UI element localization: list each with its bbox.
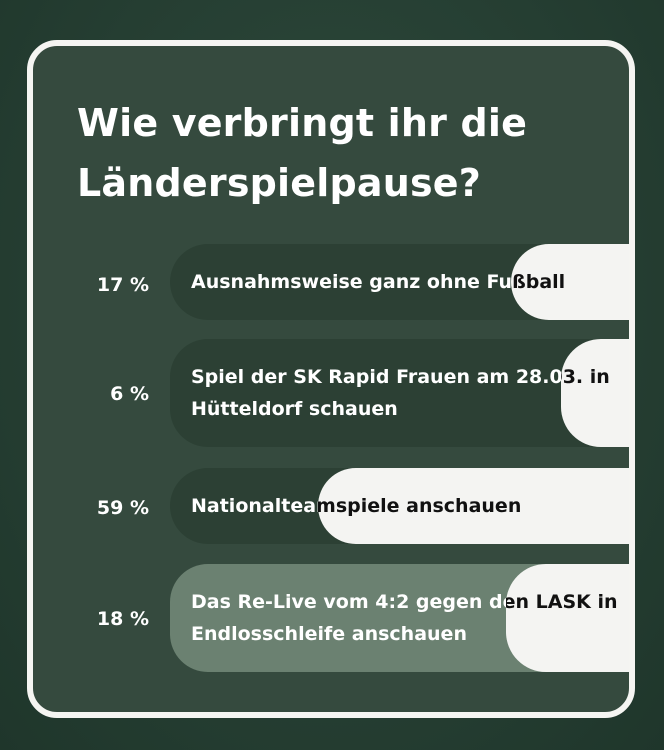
poll-option-percent: 17 %	[96, 274, 149, 296]
poll-option-label-overlay: Das Re-Live vom 4:2 gegen den LASK in En…	[191, 591, 618, 645]
poll-option-bar[interactable]: Nationalteamspiele anschauen Nationaltea…	[170, 468, 629, 544]
poll-question: Wie verbringt ihr die Länderspielpause?	[77, 101, 528, 205]
poll-option-fill	[511, 244, 629, 320]
poll-option-label: Nationalteamspiele anschauen	[191, 495, 522, 517]
poll-card: Wie verbringt ihr die Länderspielpause? …	[27, 40, 635, 718]
poll-option-label: Spiel der SK Rapid Frauen am 28.03. in H…	[191, 366, 610, 420]
poll-option-label-overlay: Spiel der SK Rapid Frauen am 28.03. in H…	[191, 366, 610, 420]
poll-option-fill	[318, 468, 629, 544]
poll-option-bar[interactable]: Das Re-Live vom 4:2 gegen den LASK in En…	[170, 564, 629, 672]
poll-option-percent: 6 %	[110, 383, 149, 405]
poll-option-fill	[561, 339, 629, 447]
poll-option-label: Ausnahmsweise ganz ohne Fußball	[191, 271, 566, 293]
poll-option-fill	[506, 564, 629, 672]
poll-option-label-overlay: Ausnahmsweise ganz ohne Fußball	[191, 271, 566, 293]
poll-option-label: Das Re-Live vom 4:2 gegen den LASK in En…	[191, 591, 618, 645]
poll-option-percent: 18 %	[96, 608, 149, 630]
poll-option-percent: 59 %	[96, 497, 149, 519]
poll-option-label-overlay: Nationalteamspiele anschauen	[191, 495, 522, 517]
poll-option-bar[interactable]: Ausnahmsweise ganz ohne Fußball Ausnahms…	[170, 244, 629, 320]
poll-option-bar[interactable]: Spiel der SK Rapid Frauen am 28.03. in H…	[170, 339, 629, 447]
